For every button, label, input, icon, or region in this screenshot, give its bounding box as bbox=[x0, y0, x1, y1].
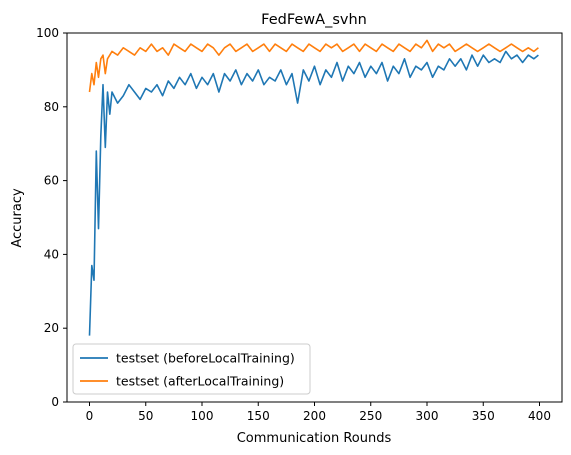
x-tick-label: 200 bbox=[303, 409, 326, 423]
x-tick-label: 150 bbox=[247, 409, 270, 423]
x-axis-label: Communication Rounds bbox=[237, 431, 392, 446]
y-tick-label: 40 bbox=[44, 247, 59, 261]
series-line-2 bbox=[88, 39, 539, 93]
x-tick-label: 250 bbox=[359, 409, 382, 423]
y-axis: 0 20 40 60 80 100 bbox=[36, 26, 67, 409]
x-tick-label: 100 bbox=[191, 409, 214, 423]
legend-label-1: testset (beforeLocalTraining) bbox=[116, 351, 295, 366]
x-axis: 0 50 100 150 200 250 300 350 400 bbox=[86, 402, 551, 423]
y-tick-label: 60 bbox=[44, 174, 59, 188]
y-tick-label: 80 bbox=[44, 100, 59, 114]
chart-legend: testset (beforeLocalTraining) testset (af… bbox=[72, 343, 311, 395]
legend-label-2: testset (afterLocalTraining) bbox=[116, 374, 284, 389]
x-tick-label: 50 bbox=[138, 409, 153, 423]
y-axis-label: Accuracy bbox=[10, 188, 25, 248]
series-line-1 bbox=[88, 50, 539, 336]
y-tick-label: 100 bbox=[36, 26, 59, 40]
y-tick-label: 0 bbox=[51, 395, 59, 409]
x-tick-label: 350 bbox=[472, 409, 495, 423]
legend-box bbox=[72, 343, 311, 395]
x-tick-label: 400 bbox=[528, 409, 551, 423]
y-tick-label: 20 bbox=[44, 321, 59, 335]
x-tick-label: 0 bbox=[86, 409, 94, 423]
x-tick-label: 300 bbox=[416, 409, 439, 423]
chart-title: FedFewA_svhn bbox=[261, 12, 367, 28]
